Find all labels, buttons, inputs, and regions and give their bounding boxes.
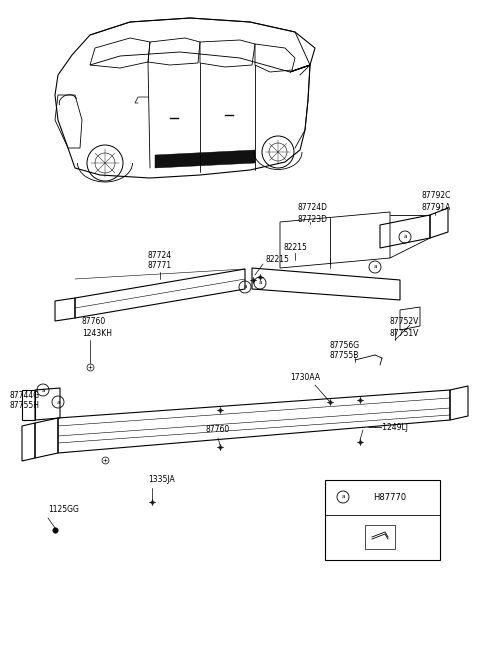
- Text: a: a: [403, 234, 407, 239]
- Text: 87771: 87771: [148, 262, 172, 270]
- Text: 87723D: 87723D: [298, 215, 328, 224]
- Text: a: a: [258, 281, 262, 285]
- Text: 1730AA: 1730AA: [290, 373, 320, 382]
- Text: 87724: 87724: [148, 251, 172, 260]
- Text: 1243KH: 1243KH: [82, 329, 112, 337]
- Text: a: a: [341, 495, 345, 499]
- Text: H87770: H87770: [373, 493, 407, 501]
- Text: ——1249LJ: ——1249LJ: [368, 424, 409, 432]
- Text: 87755H: 87755H: [10, 401, 40, 411]
- Text: 87752V: 87752V: [390, 318, 420, 327]
- Text: 87755B: 87755B: [330, 352, 360, 361]
- Polygon shape: [155, 150, 255, 168]
- Text: 87792C: 87792C: [422, 192, 451, 201]
- Text: 87791A: 87791A: [422, 203, 451, 211]
- Text: 87744G: 87744G: [10, 390, 40, 400]
- Text: a: a: [56, 400, 60, 405]
- Text: a: a: [243, 285, 247, 289]
- Text: 87760: 87760: [82, 318, 106, 327]
- Text: 1125GG: 1125GG: [48, 506, 79, 514]
- Text: 87760: 87760: [206, 426, 230, 434]
- Text: a: a: [41, 388, 45, 392]
- Text: a: a: [373, 264, 377, 270]
- Text: 82215: 82215: [283, 243, 307, 251]
- Text: 87724D: 87724D: [298, 203, 328, 213]
- Text: 87756G: 87756G: [330, 340, 360, 350]
- Text: 82215: 82215: [265, 255, 289, 264]
- Text: 87751V: 87751V: [390, 329, 420, 337]
- Text: 1335JA: 1335JA: [148, 476, 175, 485]
